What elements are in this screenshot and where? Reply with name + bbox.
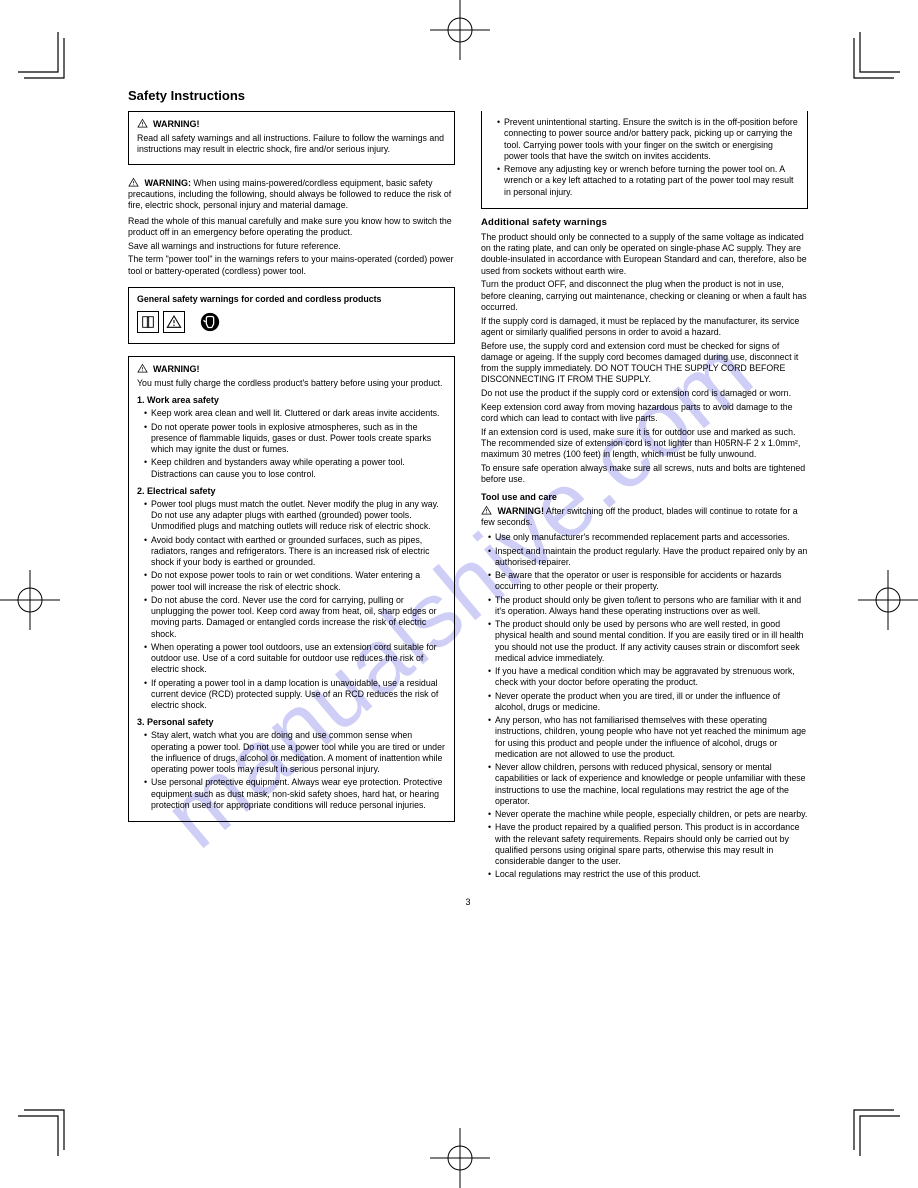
crop-mark-tr	[848, 32, 900, 84]
warning-triangle-icon	[128, 177, 139, 188]
list-item: The product should only be used by perso…	[488, 619, 808, 664]
list-item: Power tool plugs must match the outlet. …	[144, 499, 446, 533]
additional-safety-title: Additional safety warnings	[481, 217, 808, 228]
list-item: Use personal protective equipment. Alway…	[144, 777, 446, 811]
gloves-icon	[199, 311, 221, 333]
tool-use-warning-label: WARNING!	[497, 506, 544, 516]
list-item: Keep work area clean and well lit. Clutt…	[144, 408, 446, 419]
list-item: If operating a power tool in a damp loca…	[144, 678, 446, 712]
tool-use-bullets: Use only manufacturer's recommended repl…	[481, 532, 808, 880]
section-3-bullets: Stay alert, watch what you are doing and…	[137, 730, 446, 811]
tool-use-heading: Tool use and care	[481, 492, 808, 502]
tool-use-warning: WARNING! After switching off the product…	[481, 505, 808, 529]
section-1-heading: 1. Work area safety	[137, 395, 446, 405]
list-item: Do not expose power tools to rain or wet…	[144, 570, 446, 593]
continuation-bullets: Prevent unintentional starting. Ensure t…	[490, 117, 799, 198]
list-item: Never operate the product when you are t…	[488, 691, 808, 714]
page-title: Safety Instructions	[128, 88, 808, 103]
page-number: 3	[128, 897, 808, 907]
intro-paragraphs: Read the whole of this manual carefully …	[128, 216, 455, 277]
list-item: Never operate the machine while people, …	[488, 809, 808, 820]
crop-mark-tl	[18, 32, 70, 84]
warning-triangle-icon	[137, 363, 148, 374]
crop-mark-br	[848, 1104, 900, 1156]
para: Before use, the supply cord and extensio…	[481, 341, 808, 386]
list-item: Stay alert, watch what you are doing and…	[144, 730, 446, 775]
main-warning-text: You must fully charge the cordless produ…	[137, 378, 446, 389]
list-item: Any person, who has not familiarised the…	[488, 715, 808, 760]
warning-label: WARNING!	[153, 119, 200, 129]
intro-p1: Read the whole of this manual carefully …	[128, 216, 455, 239]
list-item: Keep children and bystanders away while …	[144, 457, 446, 480]
symbols-box: General safety warnings for corded and c…	[128, 287, 455, 344]
para: If the supply cord is damaged, it must b…	[481, 316, 808, 339]
para: Turn the product OFF, and disconnect the…	[481, 279, 808, 313]
page-content: Safety Instructions WARNING! Read all sa…	[128, 88, 808, 907]
list-item: Inspect and maintain the product regular…	[488, 546, 808, 569]
warning-triangle-icon	[163, 311, 185, 333]
reg-mark-bottom	[430, 1128, 490, 1188]
reg-mark-left	[0, 570, 60, 630]
section-2-bullets: Power tool plugs must match the outlet. …	[137, 499, 446, 712]
right-column: Prevent unintentional starting. Ensure t…	[481, 111, 808, 883]
list-item: When operating a power tool outdoors, us…	[144, 642, 446, 676]
warning-triangle-icon	[137, 118, 148, 129]
additional-safety-paragraphs: The product should only be connected to …	[481, 232, 808, 486]
continuation-box: Prevent unintentional starting. Ensure t…	[481, 111, 808, 209]
reg-mark-right	[858, 570, 918, 630]
main-warning-label: WARNING!	[153, 364, 200, 374]
list-item: Do not operate power tools in explosive …	[144, 422, 446, 456]
top-warning-box: WARNING! Read all safety warnings and al…	[128, 111, 455, 165]
inline-warning-block: WARNING: When using mains-powered/cordle…	[128, 177, 455, 212]
para: The product should only be connected to …	[481, 232, 808, 277]
list-item: Avoid body contact with earthed or groun…	[144, 535, 446, 569]
crop-mark-bl	[18, 1104, 70, 1156]
section-1-bullets: Keep work area clean and well lit. Clutt…	[137, 408, 446, 480]
list-item: Local regulations may restrict the use o…	[488, 869, 808, 880]
warning-body: Read all safety warnings and all instruc…	[137, 133, 446, 156]
symbols-title: General safety warnings for corded and c…	[137, 294, 446, 305]
list-item: Prevent unintentional starting. Ensure t…	[497, 117, 799, 162]
list-item: Never allow children, persons with reduc…	[488, 762, 808, 807]
list-item: Do not abuse the cord. Never use the cor…	[144, 595, 446, 640]
inline-warning-label: WARNING:	[144, 178, 191, 188]
page-root: { "watermark": "manualshive.com", "dimen…	[0, 0, 918, 1188]
two-column-layout: WARNING! Read all safety warnings and al…	[128, 111, 808, 883]
main-warning-heading: WARNING!	[137, 363, 446, 374]
intro-p3: The term "power tool" in the warnings re…	[128, 254, 455, 277]
para: Keep extension cord away from moving haz…	[481, 402, 808, 425]
left-column: WARNING! Read all safety warnings and al…	[128, 111, 455, 883]
para: Do not use the product if the supply cor…	[481, 388, 808, 399]
para: To ensure safe operation always make sur…	[481, 463, 808, 486]
list-item: Remove any adjusting key or wrench befor…	[497, 164, 799, 198]
section-3-heading: 3. Personal safety	[137, 717, 446, 727]
warning-heading: WARNING!	[137, 118, 446, 129]
list-item: The product should only be given to/lent…	[488, 595, 808, 618]
manual-icon	[137, 311, 159, 333]
list-item: If you have a medical condition which ma…	[488, 666, 808, 689]
warning-triangle-icon	[481, 505, 492, 516]
section-2-heading: 2. Electrical safety	[137, 486, 446, 496]
intro-p2: Save all warnings and instructions for f…	[128, 241, 455, 252]
list-item: Use only manufacturer's recommended repl…	[488, 532, 808, 543]
main-warning-box: WARNING! You must fully charge the cordl…	[128, 356, 455, 822]
para: If an extension cord is used, make sure …	[481, 427, 808, 461]
reg-mark-top	[430, 0, 490, 60]
symbol-row	[137, 311, 446, 333]
list-item: Be aware that the operator or user is re…	[488, 570, 808, 593]
list-item: Have the product repaired by a qualified…	[488, 822, 808, 867]
